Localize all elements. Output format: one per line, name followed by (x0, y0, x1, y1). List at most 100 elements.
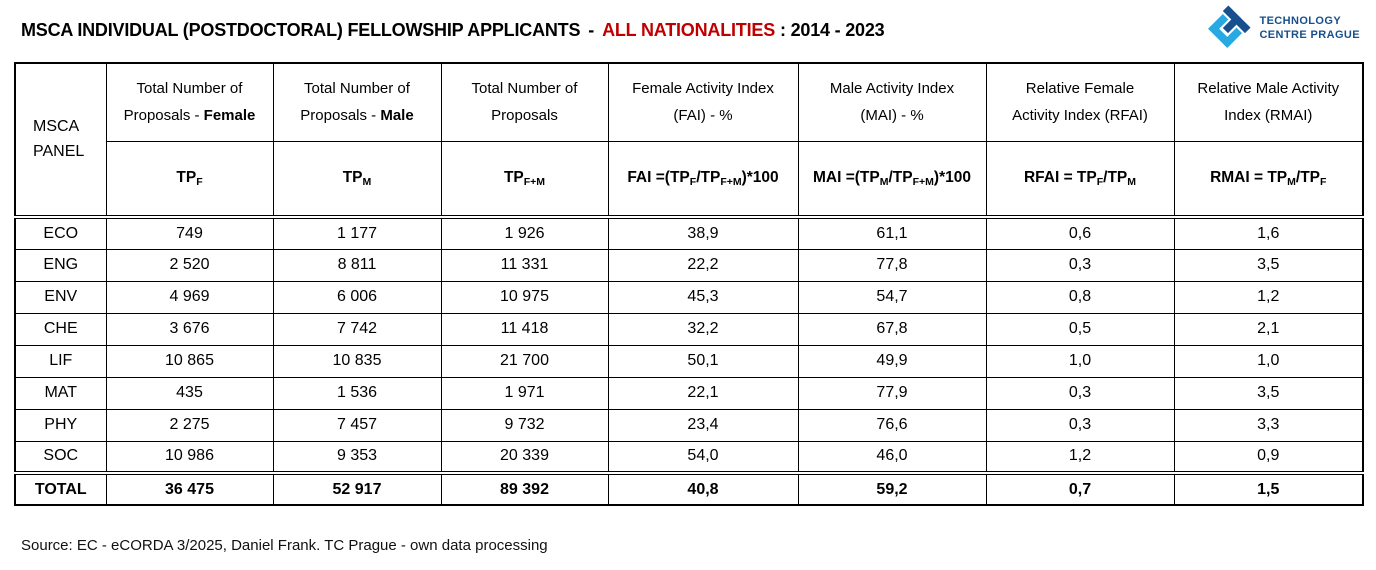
header-text: Proposals - (123, 107, 204, 125)
symbol-text: FAI =(TP (627, 169, 690, 187)
table-row-eco: ECO 749 1 177 1 926 38,9 61,1 0,6 1,6 (14, 216, 1364, 250)
tpf-cell: 3 676 (105, 312, 274, 346)
symbol-sub: M (362, 176, 372, 189)
tpfm-cell: 11 418 (440, 312, 609, 346)
logo-text-line1: TECHNOLOGY (1259, 14, 1342, 27)
total-tpm-cell: 52 917 (272, 471, 442, 506)
tpf-cell: 4 969 (105, 280, 274, 314)
table-row-eng: ENG 2 520 8 811 11 331 22,2 77,8 0,3 3,5 (14, 248, 1364, 282)
header-row-titles: MSCA PANEL Total Number of Proposals - F… (14, 62, 1364, 219)
fai-cell: 32,2 (607, 312, 799, 346)
total-rmai-cell: 1,5 (1173, 471, 1364, 506)
table-footer: TOTAL 36 475 52 917 89 392 40,8 59,2 0,7… (14, 471, 1364, 506)
logo-text-line2: CENTRE PRAGUE (1259, 29, 1360, 41)
table-row-che: CHE 3 676 7 742 11 418 32,2 67,8 0,5 2,1 (14, 312, 1364, 346)
tc-logo-icon (1208, 5, 1252, 48)
mai-cell: 67,8 (797, 312, 987, 346)
table-row-lif: LIF 10 865 10 835 21 700 50,1 49,9 1,0 1,0 (14, 344, 1364, 378)
symbol-text: )*100 (933, 169, 971, 187)
header-row-symbols: TPF TPM TPF+M FAI =(TPF/TPF+M)*100 MAI =… (15, 140, 1364, 219)
tpfm-cell: 20 339 (440, 440, 609, 474)
header-bold-male: Male (380, 107, 414, 125)
header-line: Index (RMAI) (1224, 107, 1313, 125)
symbol-text: MAI =(TP (813, 169, 880, 187)
title-separator: - (588, 20, 595, 40)
col-formula-mai: MAI =(TPM/TPF+M)*100 (797, 140, 987, 219)
tpfm-cell: 9 732 (440, 408, 609, 442)
fai-cell: 23,4 (607, 408, 799, 442)
col-formula-rmai: RMAI = TPM/TPF (1173, 140, 1364, 219)
tpf-cell: 749 (105, 216, 274, 250)
mai-cell: 46,0 (797, 440, 987, 474)
symbol-text: /TP (1103, 169, 1128, 187)
panel-cell: SOC (14, 440, 107, 474)
tpf-cell: 435 (105, 376, 274, 410)
symbol-sub: F (689, 176, 697, 189)
mai-cell: 77,9 (797, 376, 987, 410)
col-symbol-tpm: TPM (272, 140, 442, 219)
title-period: : 2014 - 2023 (780, 20, 885, 40)
symbol-sub: F (1320, 176, 1327, 189)
rmai-cell: 3,5 (1173, 376, 1364, 410)
fai-cell: 54,0 (607, 440, 799, 474)
rmai-cell: 0,9 (1173, 440, 1364, 474)
fai-cell: 45,3 (607, 280, 799, 314)
panel-cell: ENV (14, 280, 107, 314)
fai-cell: 38,9 (607, 216, 799, 250)
rfai-cell: 0,3 (985, 376, 1175, 410)
header-line: Proposals - Male (274, 102, 441, 129)
header-line: Relative Male Activity (1197, 80, 1340, 98)
table-row-env: ENV 4 969 6 006 10 975 45,3 54,7 0,8 1,2 (14, 280, 1364, 314)
title-main: MSCA INDIVIDUAL (POSTDOCTORAL) FELLOWSHI… (21, 20, 581, 40)
symbol-text: TP (342, 169, 363, 187)
header-line: Total Number of (471, 80, 578, 98)
rmai-cell: 3,5 (1173, 248, 1364, 282)
mai-cell: 76,6 (797, 408, 987, 442)
table-row-mat: MAT 435 1 536 1 971 22,1 77,9 0,3 3,5 (14, 376, 1364, 410)
symbol-text: RFAI = TP (1023, 169, 1097, 187)
source-note: Source: EC - eCORDA 3/2025, Daniel Frank… (21, 537, 548, 554)
mai-cell: 54,7 (797, 280, 987, 314)
symbol-sub: F+M (523, 176, 546, 189)
logo-t-shape (1223, 5, 1252, 34)
header-text: Proposals - (300, 107, 381, 125)
tpm-cell: 10 835 (272, 344, 442, 378)
symbol-sub: F+M (720, 176, 742, 189)
tpfm-cell: 1 926 (440, 216, 609, 250)
rfai-cell: 1,0 (985, 344, 1175, 378)
header-line: Proposals - Female (107, 102, 273, 129)
rfai-cell: 0,8 (985, 280, 1175, 314)
total-tpf-cell: 36 475 (105, 471, 274, 506)
rfai-cell: 0,3 (985, 248, 1175, 282)
header-line: Relative Female (1025, 80, 1135, 98)
tpf-cell: 2 275 (105, 408, 274, 442)
logo-text: TECHNOLOGY CENTRE PRAGUE (1259, 14, 1360, 43)
panel-cell: LIF (14, 344, 107, 378)
logo-c-shape (1208, 13, 1243, 48)
col-header-rfai: Relative Female Activity Index (RFAI) (985, 62, 1175, 142)
tpm-cell: 9 353 (272, 440, 442, 474)
header-bold-female: Female (203, 107, 256, 125)
col-header-mai: Male Activity Index (MAI) - % (797, 62, 987, 142)
mai-cell: 61,1 (797, 216, 987, 250)
tpfm-cell: 11 331 (440, 248, 609, 282)
symbol-sub: M (879, 176, 889, 189)
col-formula-fai: FAI =(TPF/TPF+M)*100 (607, 140, 799, 219)
data-table-wrap: MSCA PANEL Total Number of Proposals - F… (14, 62, 1364, 506)
rmai-cell: 3,3 (1173, 408, 1364, 442)
rfai-cell: 0,3 (985, 408, 1175, 442)
col-header-proposals-female: Total Number of Proposals - Female (105, 62, 274, 142)
table-body: ECO 749 1 177 1 926 38,9 61,1 0,6 1,6 ENG 2 520 8 … (14, 216, 1364, 474)
panel-cell: PHY (14, 408, 107, 442)
symbol-text: /TP (696, 169, 721, 187)
total-row: TOTAL 36 475 52 917 89 392 40,8 59,2 0,7… (14, 471, 1364, 506)
header-line: Total Number of (304, 80, 410, 98)
col-header-fai: Female Activity Index (FAI) - % (607, 62, 799, 142)
col-formula-rfai: RFAI = TPF/TPM (985, 140, 1175, 219)
col-header-proposals-male: Total Number of Proposals - Male (272, 62, 442, 142)
mai-cell: 49,9 (797, 344, 987, 378)
symbol-sub: M (1127, 176, 1137, 189)
fai-cell: 22,1 (607, 376, 799, 410)
tpm-cell: 1 177 (272, 216, 442, 250)
